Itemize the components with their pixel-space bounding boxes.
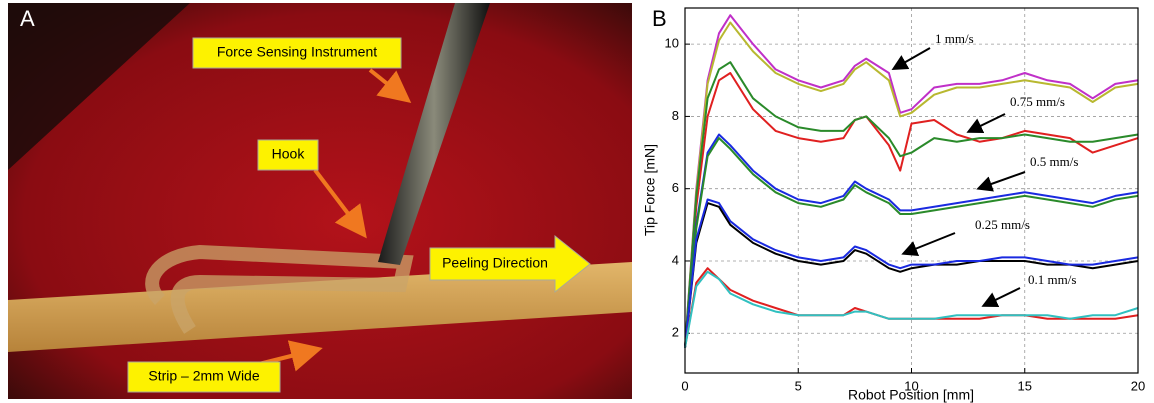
panel-letter: A: [20, 6, 35, 31]
annotation: 0.75 mm/s: [1010, 94, 1065, 109]
photo-label: Strip – 2mm Wide: [148, 368, 259, 384]
y-tick-label: 6: [672, 180, 679, 195]
x-tick-label: 20: [1131, 378, 1145, 393]
annotation: 0.25 mm/s: [975, 217, 1030, 232]
y-axis-label: Tip Force [mN]: [642, 144, 658, 236]
y-tick-label: 4: [672, 252, 679, 267]
y-tick-label: 2: [672, 325, 679, 340]
x-tick-label: 5: [795, 378, 802, 393]
annotation: 0.5 mm/s: [1030, 154, 1078, 169]
x-tick-label: 15: [1018, 378, 1032, 393]
annotation: 0.1 mm/s: [1028, 272, 1076, 287]
x-tick-label: 0: [681, 378, 688, 393]
x-tick-label: 10: [904, 378, 918, 393]
photo-label: Force Sensing Instrument: [217, 44, 377, 60]
chart-panel: B Tip Force [mN] Robot Position [mm] 246…: [642, 6, 1146, 403]
photo-label: Hook: [272, 146, 306, 162]
panel-letter: B: [652, 6, 667, 31]
y-tick-label: 8: [672, 108, 679, 123]
y-tick-label: 10: [665, 36, 679, 51]
photo-label: Peeling Direction: [442, 255, 548, 271]
photo-panel: A Force Sensing Instrument Hook Peeling …: [8, 3, 632, 399]
figure: A Force Sensing Instrument Hook Peeling …: [0, 0, 1154, 403]
annotation: 1 mm/s: [935, 31, 974, 46]
